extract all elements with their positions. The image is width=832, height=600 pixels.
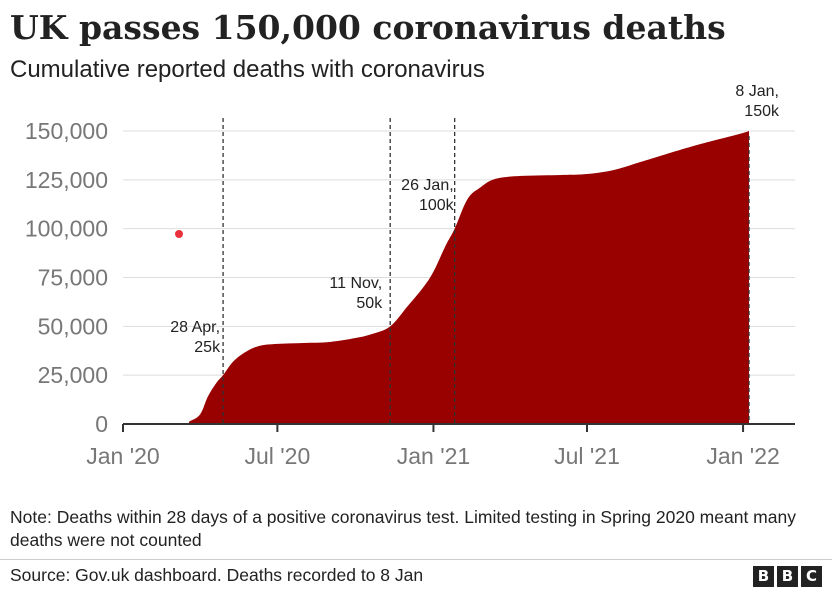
annotation-label: 26 Jan, xyxy=(401,177,453,194)
x-tick-label: Jan '21 xyxy=(397,443,470,469)
y-tick-label: 75,000 xyxy=(38,265,108,291)
chart-subtitle: Cumulative reported deaths with coronavi… xyxy=(10,56,485,83)
annotation-label: 25k xyxy=(194,339,221,356)
bbc-logo-letter: B xyxy=(777,566,798,587)
annotation-label: 28 Apr, xyxy=(170,319,220,336)
annotation-label: 8 Jan, xyxy=(735,83,779,100)
y-tick-label: 150,000 xyxy=(25,118,108,144)
area-series xyxy=(123,131,749,424)
annotation-label: 50k xyxy=(356,295,383,312)
annotation-label: 150k xyxy=(744,103,780,120)
y-tick-label: 25,000 xyxy=(38,362,108,388)
y-tick-label: 100,000 xyxy=(25,216,108,242)
footer-divider xyxy=(0,559,832,560)
annotation-label: 100k xyxy=(419,197,455,214)
bbc-logo-letter: B xyxy=(753,566,774,587)
x-tick-label: Jan '22 xyxy=(706,443,779,469)
x-tick-label: Jan '20 xyxy=(86,443,159,469)
y-tick-label: 50,000 xyxy=(38,313,108,339)
y-tick-label: 0 xyxy=(95,411,108,437)
y-tick-label: 125,000 xyxy=(25,167,108,193)
x-tick-label: Jul '21 xyxy=(554,443,620,469)
chart-area: 0 25,000 50,000 75,000 100,000 125,000 150,000… xyxy=(25,83,795,469)
marker-dot xyxy=(175,230,183,238)
source-text: Source: Gov.uk dashboard. Deaths recorde… xyxy=(10,565,424,585)
bbc-logo: B B C xyxy=(753,566,822,587)
annotation-label: 11 Nov, xyxy=(329,275,382,292)
chart-title: UK passes 150,000 coronavirus deaths xyxy=(10,8,726,47)
x-tick-label: Jul '20 xyxy=(244,443,310,469)
bbc-logo-letter: C xyxy=(801,566,822,587)
footnote: Note: Deaths within 28 days of a positiv… xyxy=(10,507,796,550)
